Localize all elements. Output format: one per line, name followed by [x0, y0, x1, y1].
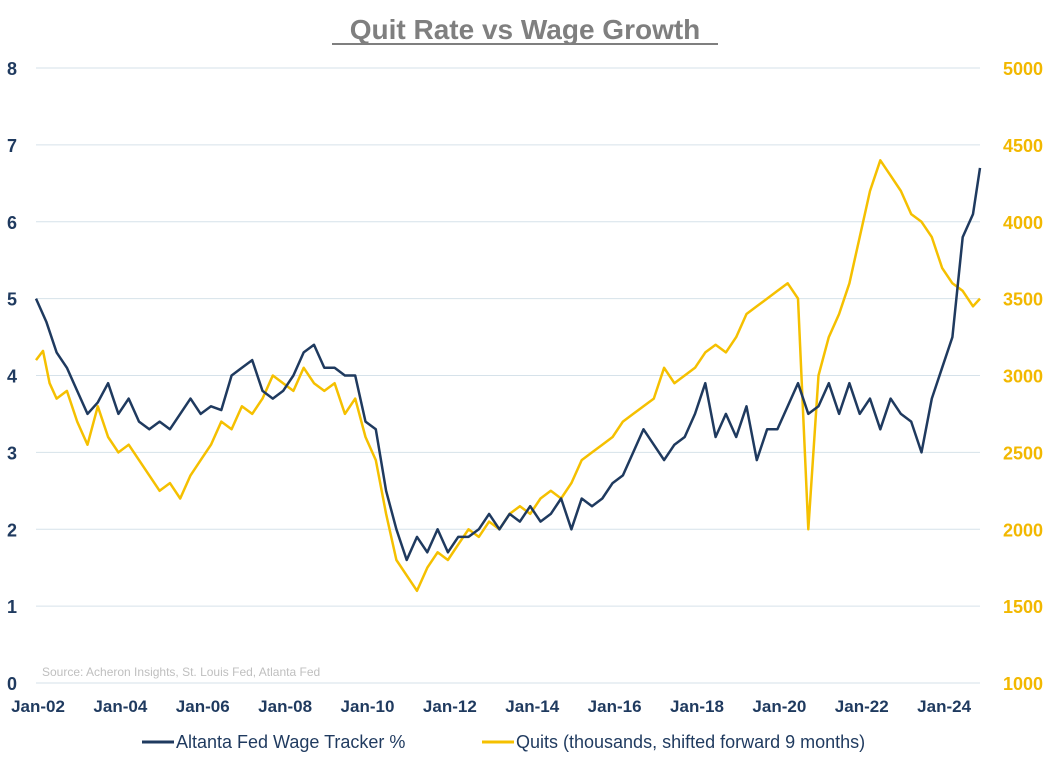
x-axis-ticks: Jan-02 Jan-04 Jan-06 Jan-08 Jan-10 Jan-12 Jan-… [11, 697, 972, 716]
series-lines [34, 159, 982, 593]
right-tick-label-4500: 4500 [1003, 136, 1043, 156]
source-note: Source: Acheron Insights, St. Louis Fed,… [42, 665, 320, 679]
right-tick-label-1000: 1000 [1003, 674, 1043, 694]
left-tick-label-5: 5 [7, 290, 17, 310]
left-tick-label-8: 8 [7, 59, 17, 79]
x-tick-label-Jan-24: Jan-24 [917, 697, 971, 716]
right-tick-label-4000: 4000 [1003, 213, 1043, 233]
series-line-0 [34, 167, 982, 562]
right-tick-label-2500: 2500 [1003, 443, 1043, 463]
right-tick-label-3500: 3500 [1003, 290, 1043, 310]
x-tick-label-Jan-04: Jan-04 [93, 697, 147, 716]
left-tick-label-4: 4 [7, 367, 17, 387]
gridlines [36, 67, 980, 684]
right-tick-label-5000: 5000 [1003, 59, 1043, 79]
left-tick-label-2: 2 [7, 520, 17, 540]
x-tick-label-Jan-14: Jan-14 [505, 697, 559, 716]
x-tick-label-Jan-10: Jan-10 [341, 697, 395, 716]
left-tick-label-0: 0 [7, 674, 17, 694]
legend-label-1: Quits (thousands, shifted forward 9 mont… [516, 732, 865, 752]
left-tick-label-6: 6 [7, 213, 17, 233]
x-tick-label-Jan-06: Jan-06 [176, 697, 230, 716]
legend: Altanta Fed Wage Tracker % Quits (thousan… [142, 732, 865, 752]
x-tick-label-Jan-20: Jan-20 [752, 697, 806, 716]
x-tick-label-Jan-18: Jan-18 [670, 697, 724, 716]
x-tick-label-Jan-02: Jan-02 [11, 697, 65, 716]
x-tick-label-Jan-12: Jan-12 [423, 697, 477, 716]
legend-label-0: Altanta Fed Wage Tracker % [176, 732, 405, 752]
chart-title: Quit Rate vs Wage Growth [350, 14, 701, 45]
x-tick-label-Jan-22: Jan-22 [835, 697, 889, 716]
left-axis-ticks: 0 1 2 3 4 5 6 7 8 [7, 59, 17, 694]
right-tick-label-1500: 1500 [1003, 597, 1043, 617]
right-tick-label-2000: 2000 [1003, 520, 1043, 540]
right-tick-label-3000: 3000 [1003, 367, 1043, 387]
left-tick-label-1: 1 [7, 597, 17, 617]
left-tick-label-7: 7 [7, 136, 17, 156]
left-tick-label-3: 3 [7, 443, 17, 463]
x-tick-label-Jan-16: Jan-16 [588, 697, 642, 716]
right-axis-ticks: 1000 1500 2000 2500 3000 3500 4000 4500 5000 [1003, 59, 1043, 694]
x-tick-label-Jan-08: Jan-08 [258, 697, 312, 716]
